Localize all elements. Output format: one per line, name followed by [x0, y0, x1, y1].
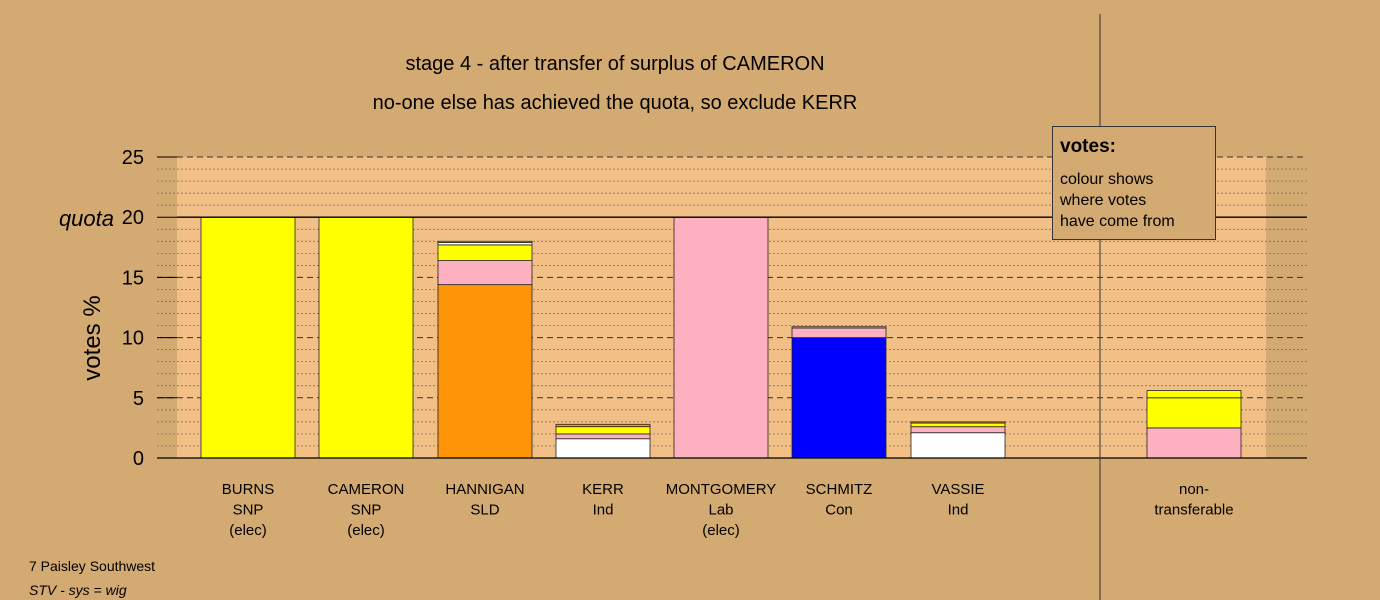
bar-segment [910, 422, 1006, 428]
bar-segment [791, 337, 887, 459]
x-tick-label: HANNIGAN [445, 481, 524, 498]
bar-segment [437, 240, 533, 243]
x-tick-label: SNP [233, 502, 264, 519]
x-tick-label: (elec) [347, 522, 385, 539]
bar-segment [1146, 390, 1242, 399]
bar-segment [910, 432, 1006, 459]
y-tick-label: 25 [122, 147, 144, 169]
x-tick-label: Ind [948, 502, 969, 519]
bar-segment [791, 327, 887, 338]
y-tick-label: 0 [133, 448, 144, 470]
bar-segment [318, 216, 414, 459]
legend-title: votes: [1060, 136, 1116, 157]
bar-segment [1146, 427, 1242, 459]
x-tick-label: Lab [708, 502, 733, 519]
x-tick-label: VASSIE [931, 481, 984, 498]
legend-line: where votes [1060, 192, 1147, 209]
x-tick-label: (elec) [702, 522, 740, 539]
constituency-label: 7 Paisley Southwest [29, 558, 156, 574]
y-tick-label: 15 [122, 267, 144, 289]
legend-text: colour shows where votes have come from [1060, 169, 1175, 232]
y-tick-label: 20 [122, 207, 144, 229]
bar-segment [437, 260, 533, 286]
chart-title: stage 4 - after transfer of surplus of C… [405, 53, 825, 75]
x-tick-label: MONTGOMERY [666, 481, 777, 498]
bars [200, 216, 1242, 459]
bar-segment [673, 216, 769, 459]
bar-segment [910, 421, 1006, 424]
bar-segment [791, 326, 887, 329]
x-tick-label: CAMERON [328, 481, 405, 498]
legend-line: colour shows [1060, 171, 1154, 188]
x-tick-label: SNP [351, 502, 382, 519]
x-tick-label: SCHMITZ [806, 481, 873, 498]
x-tick-label: non- [1179, 481, 1209, 498]
x-tick-label: SLD [470, 502, 499, 519]
bar-segment [437, 244, 533, 261]
bar-segment [555, 423, 651, 428]
y-axis-label: votes % [79, 295, 106, 380]
bar-segment [910, 426, 1006, 434]
x-tick-label: transferable [1154, 502, 1233, 519]
bar-segment [437, 284, 533, 459]
system-label: STV - sys = wig [29, 582, 127, 598]
bar-segment [200, 216, 296, 459]
x-tick-label: KERR [582, 481, 624, 498]
x-tick-label: BURNS [222, 481, 275, 498]
bar-segment [555, 433, 651, 440]
bar-segment [1146, 397, 1242, 429]
y-tick-label: 10 [122, 328, 144, 350]
x-axis-labels: BURNS SNP (elec) CAMERON SNP (elec) HANNIGAN SL… [222, 481, 1234, 539]
y-tick-label: 5 [133, 388, 144, 410]
bar-segment [555, 426, 651, 435]
legend-line: have come from [1060, 213, 1175, 230]
legend: votes: colour shows where votes have com… [1052, 126, 1216, 240]
bar-segment [555, 438, 651, 459]
x-tick-label: Con [825, 502, 853, 519]
x-tick-label: Ind [593, 502, 614, 519]
chart-subtitle: no-one else has achieved the quota, so e… [372, 92, 858, 114]
quota-label: quota [59, 206, 114, 231]
x-tick-label: (elec) [229, 522, 267, 539]
